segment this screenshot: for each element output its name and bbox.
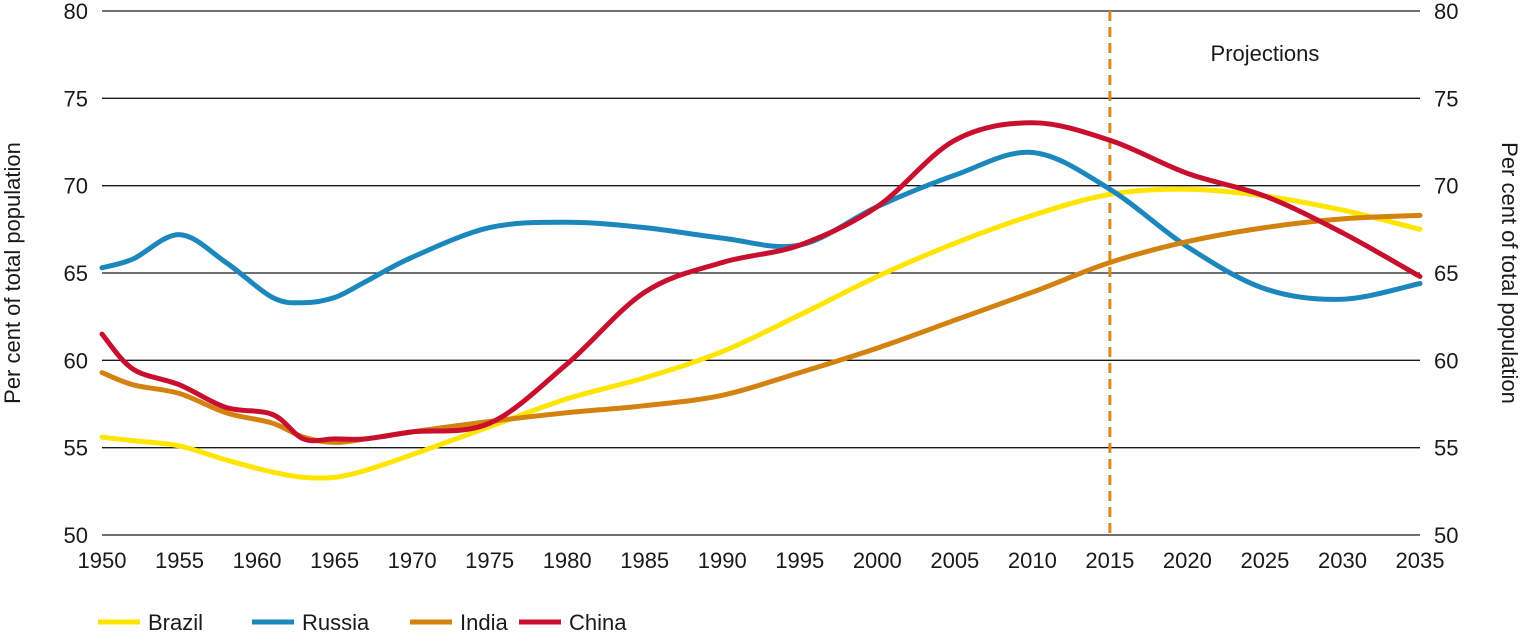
series-line-russia bbox=[99, 149, 1423, 306]
left-y-axis-title: Per cent of total population bbox=[0, 142, 25, 404]
x-tick-2000: 2000 bbox=[853, 548, 902, 573]
right-y-tick-70: 70 bbox=[1434, 174, 1458, 199]
right-y-tick-65: 65 bbox=[1434, 261, 1458, 286]
series-lines bbox=[99, 120, 1423, 481]
left-y-tick-labels: 50 55 60 65 70 75 80 bbox=[64, 0, 88, 548]
x-tick-1985: 1985 bbox=[620, 548, 669, 573]
series-line-brazil bbox=[99, 186, 1423, 481]
series-line-china bbox=[99, 120, 1423, 444]
gridlines bbox=[102, 10, 1420, 536]
x-tick-2010: 2010 bbox=[1008, 548, 1057, 573]
legend-label-china: China bbox=[569, 610, 627, 633]
projection-label: Projections bbox=[1211, 41, 1320, 66]
right-y-tick-75: 75 bbox=[1434, 86, 1458, 111]
x-tick-1955: 1955 bbox=[155, 548, 204, 573]
left-y-tick-65: 65 bbox=[64, 261, 88, 286]
x-tick-1990: 1990 bbox=[698, 548, 747, 573]
x-tick-2035: 2035 bbox=[1396, 548, 1445, 573]
right-y-tick-55: 55 bbox=[1434, 436, 1458, 461]
legend-label-india: India bbox=[460, 610, 508, 633]
right-y-axis-title: Per cent of total population bbox=[1497, 142, 1522, 404]
left-y-tick-70: 70 bbox=[64, 174, 88, 199]
legend-label-russia: Russia bbox=[302, 610, 370, 633]
x-tick-2025: 2025 bbox=[1240, 548, 1289, 573]
right-y-tick-80: 80 bbox=[1434, 0, 1458, 24]
series-line-india bbox=[99, 212, 1423, 445]
left-y-tick-60: 60 bbox=[64, 348, 88, 373]
x-tick-2030: 2030 bbox=[1318, 548, 1367, 573]
x-tick-1980: 1980 bbox=[543, 548, 592, 573]
x-tick-2005: 2005 bbox=[930, 548, 979, 573]
x-tick-1975: 1975 bbox=[465, 548, 514, 573]
x-tick-2020: 2020 bbox=[1163, 548, 1212, 573]
right-y-tick-50: 50 bbox=[1434, 523, 1458, 548]
left-y-tick-75: 75 bbox=[64, 86, 88, 111]
left-y-tick-50: 50 bbox=[64, 523, 88, 548]
x-tick-1965: 1965 bbox=[310, 548, 359, 573]
x-tick-1960: 1960 bbox=[233, 548, 282, 573]
x-tick-1995: 1995 bbox=[775, 548, 824, 573]
legend: Brazil Russia India China bbox=[98, 610, 627, 633]
left-y-tick-55: 55 bbox=[64, 436, 88, 461]
legend-label-brazil: Brazil bbox=[148, 610, 203, 633]
x-tick-1970: 1970 bbox=[388, 548, 437, 573]
right-y-tick-labels: 50 55 60 65 70 75 80 bbox=[1434, 0, 1458, 548]
x-tick-2015: 2015 bbox=[1085, 548, 1134, 573]
left-y-tick-80: 80 bbox=[64, 0, 88, 24]
x-tick-labels: 1950 1955 1960 1965 1970 1975 1980 1985 1990 1995… bbox=[78, 548, 1445, 573]
x-tick-1950: 1950 bbox=[78, 548, 127, 573]
right-y-tick-60: 60 bbox=[1434, 348, 1458, 373]
